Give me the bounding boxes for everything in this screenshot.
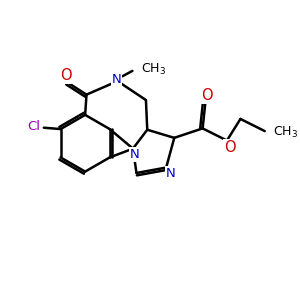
Text: CH$_3$: CH$_3$ bbox=[140, 62, 166, 77]
Text: N: N bbox=[130, 148, 140, 161]
Text: CH$_3$: CH$_3$ bbox=[273, 125, 298, 140]
Text: O: O bbox=[60, 68, 72, 83]
Text: Cl: Cl bbox=[28, 120, 40, 134]
Text: N: N bbox=[111, 73, 121, 86]
Text: O: O bbox=[224, 140, 236, 155]
Text: N: N bbox=[166, 167, 176, 180]
Text: O: O bbox=[201, 88, 212, 104]
